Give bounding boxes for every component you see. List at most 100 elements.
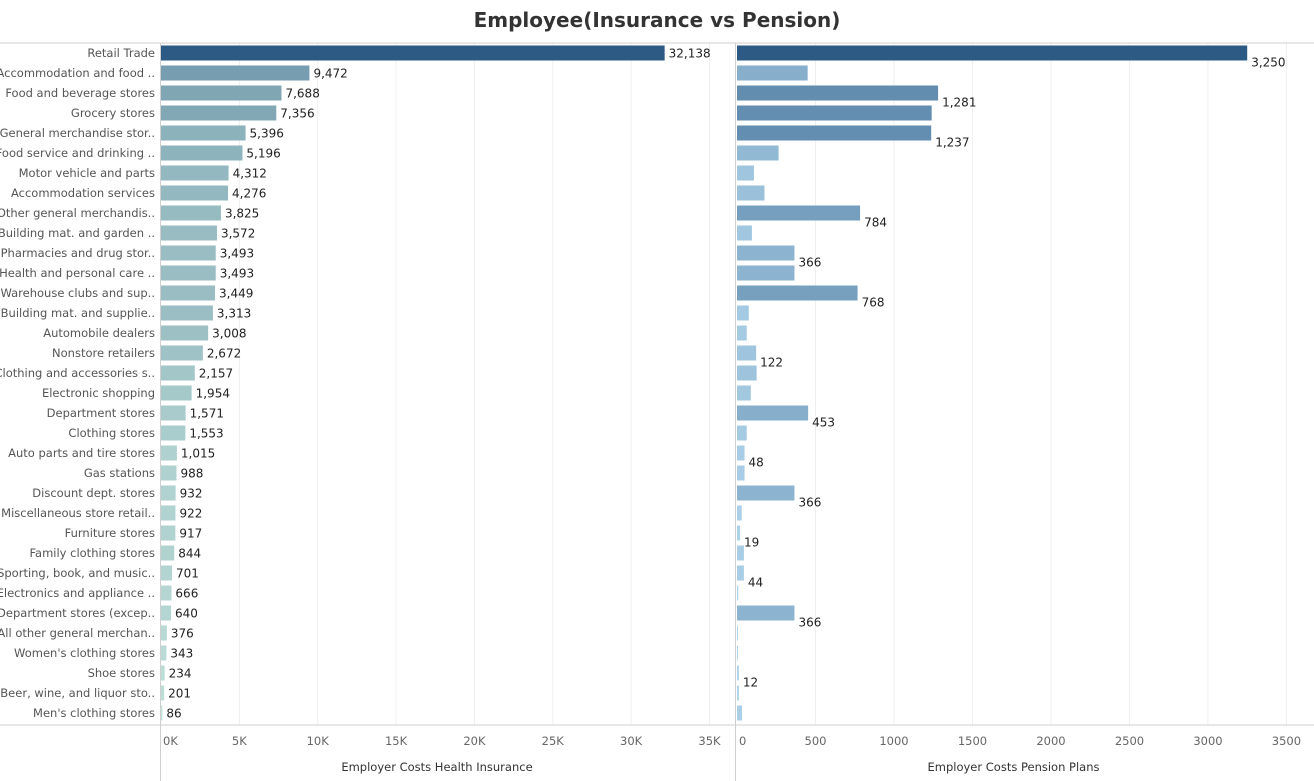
insurance-bar: [161, 45, 665, 61]
pension-bar: [737, 65, 808, 81]
pension-bar: [737, 645, 738, 661]
pension-value-label: 768: [862, 296, 885, 310]
insurance-bar: [161, 485, 176, 501]
pension-bar: [737, 365, 757, 381]
pension-value-label: 3,250: [1251, 56, 1285, 70]
category-label: Women's clothing stores: [14, 646, 155, 660]
category-label: Food and beverage stores: [5, 86, 155, 100]
insurance-bar: [161, 645, 167, 661]
insurance-value-label: 3,825: [225, 207, 259, 221]
insurance-bar: [161, 85, 282, 101]
insurance-value-label: 640: [175, 607, 198, 621]
pension-bar: [737, 285, 858, 301]
pension-axis-title: Employer Costs Pension Plans: [928, 760, 1100, 774]
category-label: Food service and drinking ..: [0, 146, 155, 160]
insurance-value-label: 3,493: [220, 247, 254, 261]
category-label: Nonstore retailers: [52, 346, 155, 360]
insurance-bar: [161, 665, 165, 681]
pension-bar: [737, 85, 939, 101]
insurance-value-label: 1,954: [196, 387, 230, 401]
pension-bar: [737, 225, 752, 241]
insurance-value-label: 9,472: [313, 67, 347, 81]
insurance-value-label: 1,571: [190, 407, 224, 421]
pension-value-label: 12: [743, 676, 758, 690]
insurance-bar: [161, 465, 177, 481]
insurance-bar: [161, 325, 209, 341]
pension-bar: [737, 345, 757, 361]
pension-bar: [737, 245, 795, 261]
pension-bars: 3,250 1,281 1,237 784 366 768 122 453 48 366 19 44 3…: [737, 45, 1286, 721]
pension-tick-label: 2500: [1115, 734, 1144, 748]
pension-bar: [737, 665, 739, 681]
insurance-tick-label: 30K: [620, 734, 643, 748]
insurance-value-label: 3,313: [217, 307, 251, 321]
pension-bar: [737, 105, 932, 121]
pension-value-label: 366: [798, 496, 821, 510]
insurance-value-label: 2,157: [199, 367, 233, 381]
pension-tick-label: 3500: [1272, 734, 1301, 748]
pension-tick-label: 1500: [958, 734, 987, 748]
insurance-bar: [161, 685, 165, 701]
x-axes: 0K 5K 10K 15K 20K 25K 30K 35K Employer Costs Hea…: [163, 734, 1301, 774]
insurance-value-label: 343: [170, 647, 193, 661]
insurance-value-label: 2,672: [207, 347, 241, 361]
chart-title: Employee(Insurance vs Pension): [473, 8, 841, 32]
pension-value-label: 44: [748, 576, 763, 590]
insurance-tick-label: 25K: [542, 734, 565, 748]
pension-bar: [737, 565, 744, 581]
pension-bar: [737, 445, 745, 461]
insurance-bar: [161, 245, 216, 261]
category-label: General merchandise stor..: [0, 126, 155, 140]
insurance-bar: [161, 265, 216, 281]
insurance-value-label: 3,008: [212, 327, 246, 341]
insurance-tick-label: 35K: [698, 734, 721, 748]
insurance-bar: [161, 385, 192, 401]
pension-value-label: 453: [812, 416, 835, 430]
insurance-bar: [161, 305, 213, 321]
category-label: Grocery stores: [71, 106, 155, 120]
pension-bar: [737, 325, 747, 341]
pension-bar: [737, 305, 749, 321]
insurance-bar: [161, 105, 277, 121]
category-label: Pharmacies and drug stor..: [1, 246, 155, 260]
insurance-bar: [161, 405, 186, 421]
category-label: Men's clothing stores: [33, 706, 155, 720]
insurance-bar: [161, 365, 195, 381]
insurance-bar: [161, 65, 310, 81]
category-label: Discount dept. stores: [32, 486, 155, 500]
pension-bar: [737, 685, 739, 701]
pension-bar: [737, 385, 751, 401]
category-label: Electronics and appliance ..: [0, 586, 155, 600]
pension-bar: [737, 165, 754, 181]
pension-bar: [737, 525, 740, 541]
insurance-bar: [161, 125, 246, 141]
category-label: Accommodation services: [11, 186, 155, 200]
category-label: Warehouse clubs and sup..: [0, 286, 155, 300]
category-label: Shoe stores: [88, 666, 155, 680]
pension-value-label: 48: [749, 456, 764, 470]
insurance-value-label: 4,276: [232, 187, 266, 201]
insurance-value-label: 1,553: [189, 427, 223, 441]
pension-bar: [737, 425, 747, 441]
insurance-bar: [161, 605, 172, 621]
pension-tick-label: 3000: [1193, 734, 1222, 748]
insurance-value-label: 3,572: [221, 227, 255, 241]
category-label: Electronic shopping: [42, 386, 155, 400]
pension-bar: [737, 505, 742, 521]
category-label: Building mat. and garden ..: [0, 226, 155, 240]
pension-value-label: 366: [798, 256, 821, 270]
insurance-bar: [161, 625, 167, 641]
insurance-bar: [161, 525, 176, 541]
insurance-value-label: 32,138: [669, 47, 711, 61]
insurance-tick-label: 0K: [163, 734, 178, 748]
insurance-bar: [161, 425, 186, 441]
chart-frame: [0, 42, 1314, 781]
pension-value-label: 1,237: [935, 136, 969, 150]
insurance-bar: [161, 185, 229, 201]
category-label: Health and personal care ..: [0, 266, 155, 280]
insurance-bar: [161, 285, 216, 301]
pension-bar: [737, 405, 809, 421]
insurance-tick-label: 20K: [463, 734, 486, 748]
insurance-value-label: 988: [180, 467, 203, 481]
insurance-value-label: 701: [176, 567, 199, 581]
